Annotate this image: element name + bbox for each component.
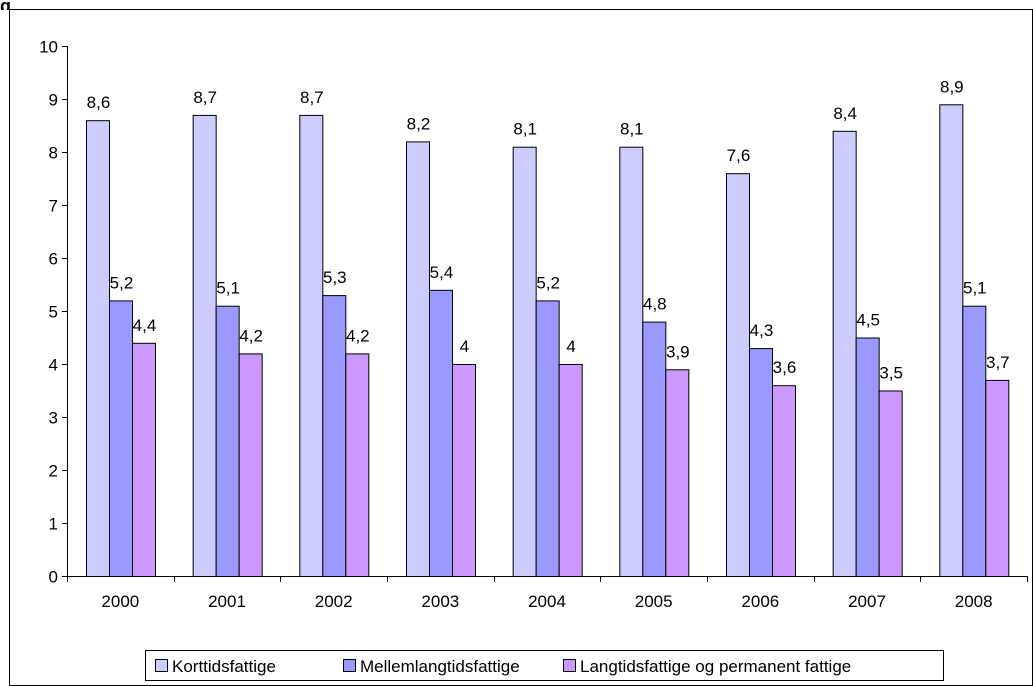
x-tick-label: 2005: [635, 592, 673, 611]
bar: [642, 321, 667, 577]
bar: [345, 353, 370, 577]
x-tick-label: 2000: [101, 592, 139, 611]
bar: [299, 114, 324, 578]
bar-value-label: 4,3: [750, 321, 774, 340]
bars: [86, 104, 1010, 578]
bar: [749, 348, 773, 577]
legend-swatch: [563, 659, 576, 672]
y-tick-label: 3: [49, 409, 58, 428]
bar: [855, 337, 880, 577]
data-labels: 8,6 8,7 8,7 8,2 8,1 8,1 7,6 8,4 8,9 5,2 5,1 5,3 5,4 5…: [87, 77, 1010, 382]
bar: [215, 305, 240, 577]
bar-value-label: 3,9: [666, 342, 690, 361]
bar-value-label: 8,1: [620, 120, 644, 139]
bar: [322, 295, 347, 577]
bar: [132, 342, 156, 577]
title-fragment: g: [0, 0, 11, 10]
x-tick-label: 2006: [741, 592, 779, 611]
legend-label: Mellemlangtidsfattige: [360, 657, 520, 676]
bar-value-label: 8,6: [87, 93, 111, 112]
bar: [985, 379, 1010, 577]
bar-value-label: 8,2: [407, 114, 431, 133]
bar-value-label: 4,5: [856, 311, 880, 330]
bar-value-label: 5,3: [323, 268, 347, 287]
x-tick-label: 2007: [848, 592, 886, 611]
bar: [772, 385, 796, 578]
legend-label: Langtidsfattige og permanent fattige: [580, 657, 851, 676]
bar: [535, 300, 560, 577]
bar: [512, 146, 537, 577]
x-tick-label: 2008: [955, 592, 993, 611]
y-tick-label: 8: [49, 144, 58, 163]
bar: [452, 364, 476, 577]
bar: [878, 390, 903, 577]
bar-value-label: 4,2: [239, 326, 263, 345]
bar-value-label: 5,2: [110, 273, 134, 292]
y-tick-label: 10: [39, 38, 58, 57]
bar: [962, 305, 987, 577]
x-tick-label: 2004: [528, 592, 566, 611]
y-tick-label: 9: [49, 91, 58, 110]
bar-value-label: 5,1: [963, 279, 987, 298]
bar: [192, 114, 217, 578]
x-tick-label: 2003: [421, 592, 459, 611]
bar-value-label: 3,6: [773, 358, 797, 377]
legend-label: Korttidsfattige: [172, 657, 276, 676]
bar: [832, 130, 857, 578]
bar: [939, 104, 964, 578]
y-tick-label: 4: [49, 356, 58, 375]
legend-box: [145, 650, 944, 681]
bar-value-label: 5,2: [536, 273, 560, 292]
legend-swatch: [343, 659, 356, 672]
legend-swatch: [155, 659, 168, 672]
bar: [406, 141, 430, 577]
bar-value-label: 4: [460, 337, 469, 356]
y-tick-label: 5: [49, 303, 58, 322]
bar-value-label: 8,1: [513, 120, 537, 139]
bar-value-label: 4,2: [346, 326, 370, 345]
bar: [558, 364, 583, 577]
y-tick-label: 2: [49, 462, 58, 481]
bar-value-label: 4,8: [643, 295, 667, 314]
x-tick-label: 2001: [208, 592, 246, 611]
y-tick-label: 0: [49, 568, 58, 587]
bar: [429, 289, 453, 577]
bar-value-label: 5,4: [430, 263, 454, 282]
bar-value-label: 8,4: [833, 104, 857, 123]
bar-value-label: 8,7: [300, 88, 324, 107]
bar-value-label: 3,5: [879, 364, 903, 383]
y-axis: 0 1 2 3 4 5 6 7 8 9 10: [39, 38, 68, 587]
x-tick-label: 2002: [315, 592, 353, 611]
bar-value-label: 4: [566, 337, 575, 356]
bar: [86, 120, 110, 577]
bar: [238, 353, 263, 577]
bar-value-label: 7,6: [727, 146, 751, 165]
bar-value-label: 5,1: [216, 279, 240, 298]
bar-value-label: 3,7: [986, 353, 1010, 372]
bar: [619, 146, 644, 577]
bar-value-label: 4,4: [133, 316, 157, 335]
bar: [726, 173, 750, 577]
y-tick-label: 1: [49, 515, 58, 534]
legend: Korttidsfattige Mellemlangtidsfattige Lang…: [145, 650, 944, 681]
bar-value-label: 8,9: [940, 77, 964, 96]
bar: [665, 369, 690, 577]
bar: [109, 300, 133, 577]
y-tick-label: 7: [49, 197, 58, 216]
bar-value-label: 8,7: [193, 88, 217, 107]
y-tick-label: 6: [49, 250, 58, 269]
